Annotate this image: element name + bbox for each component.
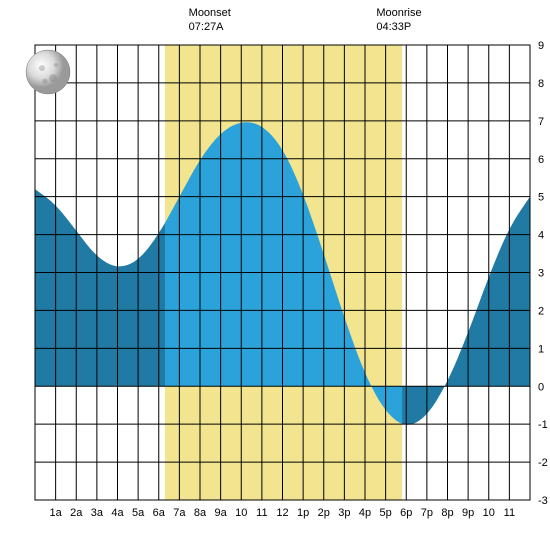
x-tick-label: 3p (338, 507, 350, 519)
y-tick-label: -1 (538, 419, 548, 431)
y-tick-label: 8 (538, 78, 544, 90)
y-tick-label: 9 (538, 40, 544, 52)
x-tick-label: 5a (132, 507, 145, 519)
y-tick-label: 1 (538, 343, 544, 355)
y-tick-label: 3 (538, 268, 544, 280)
y-tick-label: 6 (538, 154, 544, 166)
y-tick-label: -3 (538, 495, 548, 507)
y-tick-label: 7 (538, 116, 544, 128)
moon-crater (49, 74, 57, 82)
x-tick-label: 12 (276, 507, 288, 519)
x-tick-label: 4p (359, 507, 371, 519)
x-tick-label: 6p (400, 507, 412, 519)
x-tick-label: 7p (421, 507, 433, 519)
x-tick-label: 9a (215, 507, 228, 519)
x-tick-label: 4a (111, 507, 124, 519)
chart-svg: -3-2-101234567891a2a3a4a5a6a7a8a9a101112… (0, 0, 550, 550)
moonset-time: 07:27A (189, 21, 225, 33)
x-tick-label: 1a (50, 507, 63, 519)
y-tick-label: 2 (538, 305, 544, 317)
x-tick-label: 5p (380, 507, 392, 519)
x-tick-label: 10 (235, 507, 247, 519)
moon-icon (26, 50, 70, 94)
y-tick-label: -2 (538, 457, 548, 469)
x-tick-label: 11 (256, 507, 267, 519)
y-tick-label: 0 (538, 381, 544, 393)
x-tick-label: 2a (70, 507, 83, 519)
tide-chart: -3-2-101234567891a2a3a4a5a6a7a8a9a101112… (0, 0, 550, 550)
x-tick-label: 2p (318, 507, 330, 519)
x-tick-label: 8a (194, 507, 207, 519)
x-tick-label: 6a (153, 507, 166, 519)
moon-crater (43, 79, 48, 84)
x-tick-label: 10 (483, 507, 495, 519)
moon-crater (54, 63, 58, 67)
y-tick-label: 5 (538, 192, 544, 204)
x-tick-label: 7a (173, 507, 186, 519)
x-tick-label: 9p (462, 507, 474, 519)
x-tick-label: 11 (504, 507, 515, 519)
moonset-label: Moonset (189, 7, 231, 19)
y-tick-label: 4 (538, 230, 544, 242)
x-tick-label: 8p (441, 507, 453, 519)
x-tick-label: 3a (91, 507, 104, 519)
moonrise-time: 04:33P (376, 21, 411, 33)
moon-crater (39, 65, 45, 71)
moonrise-label: Moonrise (376, 7, 421, 19)
x-tick-label: 1p (297, 507, 309, 519)
